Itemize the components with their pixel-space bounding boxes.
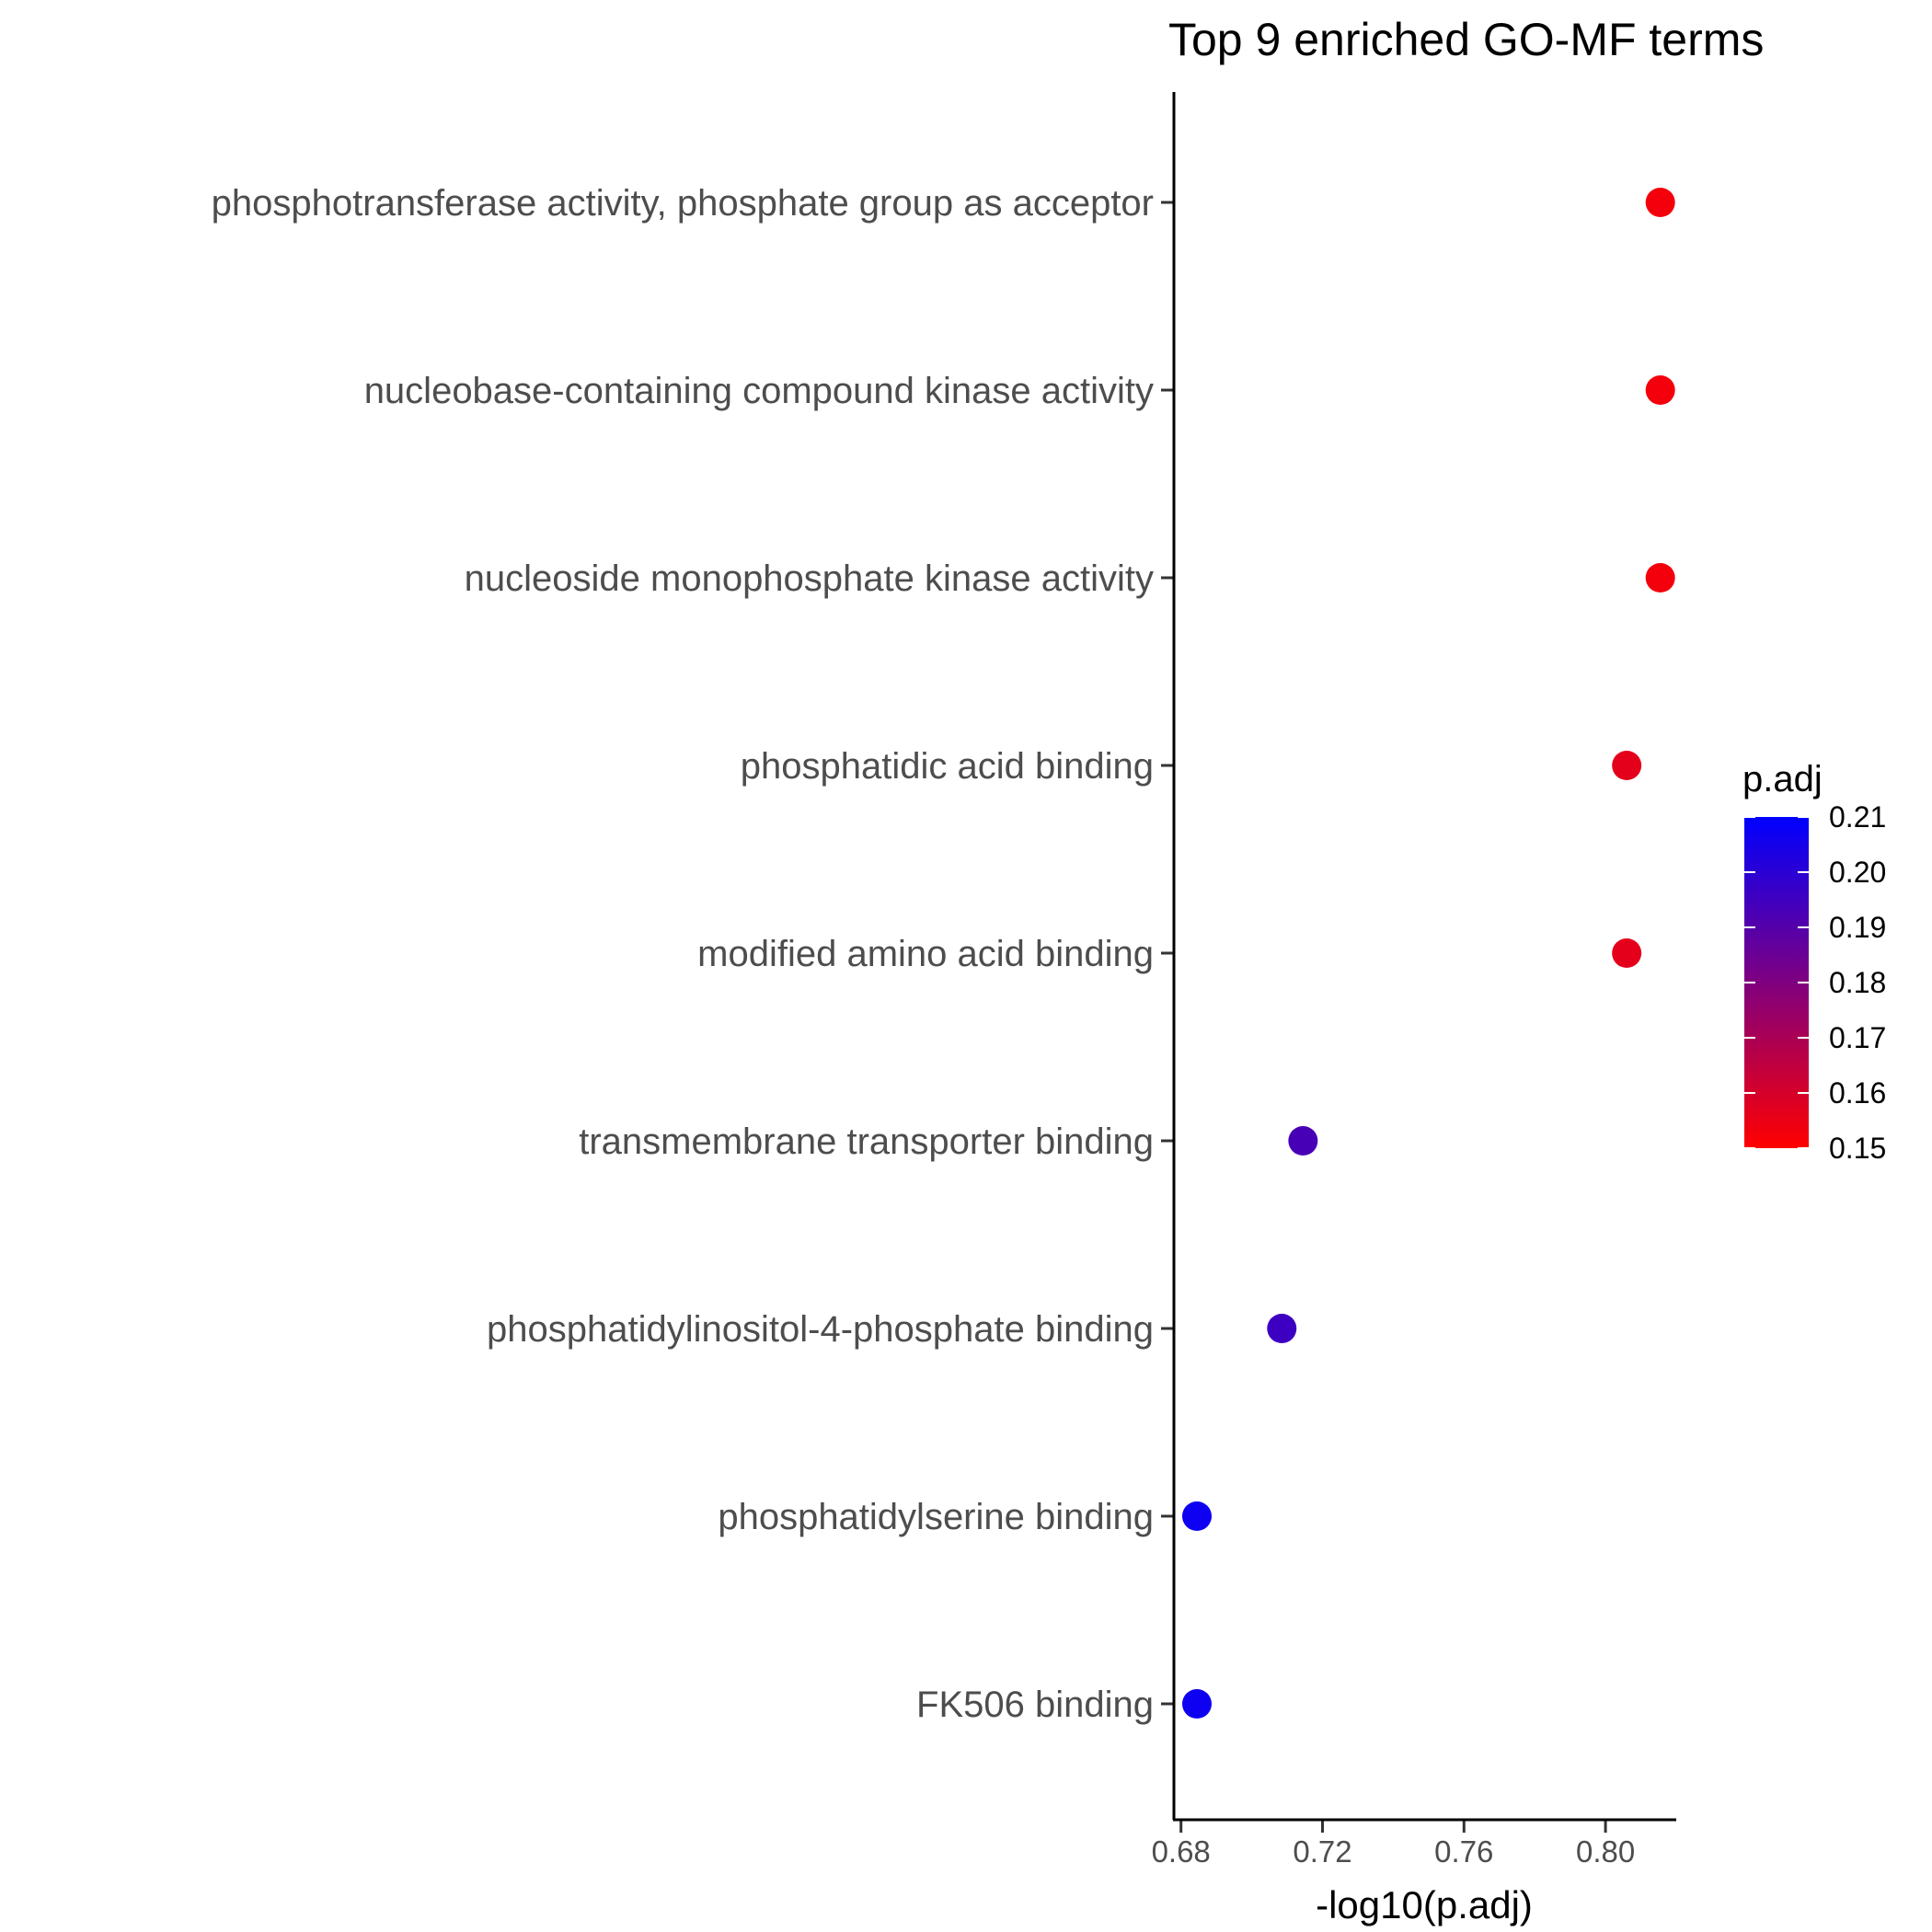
y-tick-label: phosphotransferase activity, phosphate g… bbox=[212, 183, 1154, 224]
plot-area: phosphotransferase activity, phosphate g… bbox=[212, 183, 1675, 1869]
legend-tick-label: 0.18 bbox=[1829, 966, 1886, 999]
legend-tick-label: 0.17 bbox=[1829, 1021, 1886, 1054]
data-point bbox=[1181, 1689, 1212, 1719]
y-tick-label: phosphatidic acid binding bbox=[741, 746, 1154, 787]
x-axis-title: -log10(p.adj) bbox=[1316, 1883, 1533, 1926]
y-tick-label: FK506 binding bbox=[916, 1685, 1154, 1725]
legend-tick-label: 0.21 bbox=[1829, 800, 1886, 834]
x-tick-label: 0.72 bbox=[1293, 1834, 1351, 1869]
y-tick-label: transmembrane transporter binding bbox=[579, 1121, 1154, 1162]
data-point bbox=[1288, 1126, 1318, 1156]
chart-title: Top 9 enriched GO-MF terms bbox=[1168, 14, 1764, 65]
y-tick-label: modified amino acid binding bbox=[697, 934, 1154, 974]
data-point bbox=[1267, 1314, 1297, 1343]
y-tick-label: phosphatidylserine binding bbox=[718, 1497, 1154, 1537]
data-point bbox=[1612, 938, 1642, 968]
legend-title: p.adj bbox=[1742, 759, 1823, 799]
legend-tick-label: 0.15 bbox=[1829, 1132, 1886, 1165]
x-tick-label: 0.76 bbox=[1434, 1834, 1493, 1869]
data-point bbox=[1645, 188, 1675, 217]
y-tick-label: phosphatidylinositol-4-phosphate binding bbox=[487, 1309, 1154, 1350]
x-tick-label: 0.68 bbox=[1152, 1834, 1211, 1869]
x-tick-label: 0.80 bbox=[1576, 1834, 1635, 1869]
data-point bbox=[1645, 563, 1675, 592]
legend-tick-label: 0.19 bbox=[1829, 911, 1886, 944]
legend-tick-label: 0.16 bbox=[1829, 1076, 1886, 1110]
legend-tick-label: 0.20 bbox=[1829, 856, 1886, 889]
data-point bbox=[1181, 1501, 1212, 1531]
y-tick-label: nucleobase-containing compound kinase ac… bbox=[364, 371, 1154, 411]
data-point bbox=[1612, 751, 1642, 780]
data-point bbox=[1645, 375, 1675, 405]
color-legend: p.adj 0.21 0.20 0.19 0.18 0.17 0.16 0.15 bbox=[1742, 759, 1886, 1165]
y-tick-label: nucleoside monophosphate kinase activity bbox=[465, 558, 1154, 599]
